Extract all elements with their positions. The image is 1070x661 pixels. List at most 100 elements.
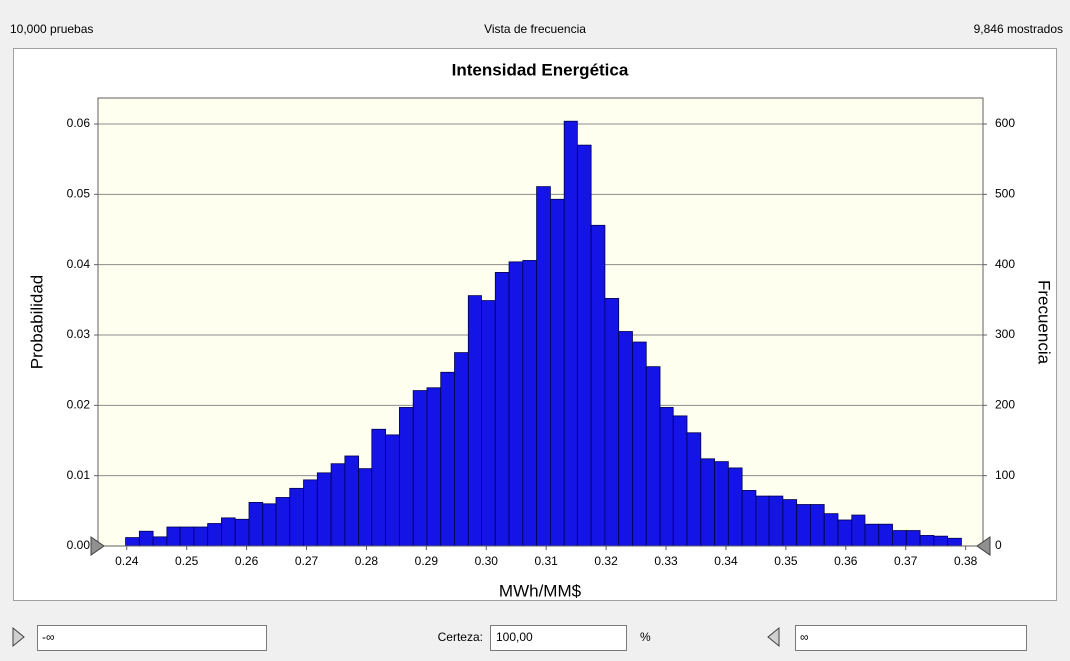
left-bound-input[interactable] <box>37 625 267 651</box>
y-tick-label: 0.06 <box>67 116 91 130</box>
y-tick-label: 0.05 <box>67 187 91 201</box>
bar <box>152 536 168 547</box>
y2-tick-label: 600 <box>995 116 1015 130</box>
bar <box>700 458 715 547</box>
bar <box>645 366 661 547</box>
bar <box>221 517 236 547</box>
bar <box>810 504 825 547</box>
y-tick-label: 0.00 <box>67 538 91 552</box>
left-arrow[interactable] <box>12 626 25 648</box>
bar <box>878 523 893 547</box>
bar <box>659 407 674 547</box>
bar <box>919 535 935 547</box>
right-grabber[interactable] <box>976 536 991 556</box>
bar <box>823 513 839 547</box>
certainty-value: 100,00 <box>496 630 533 644</box>
bar <box>454 352 469 547</box>
bar <box>618 331 633 547</box>
x-tick-label: 0.26 <box>235 554 259 568</box>
bar <box>138 530 154 547</box>
bar <box>686 432 702 547</box>
bar <box>755 495 770 547</box>
bar <box>467 295 482 547</box>
bar <box>481 300 496 547</box>
bar <box>248 501 264 547</box>
bar <box>933 535 949 547</box>
view-title: Vista de frecuencia <box>484 22 586 36</box>
bar <box>289 487 304 547</box>
x-tick-label: 0.33 <box>654 554 678 568</box>
bar <box>440 371 455 547</box>
bar <box>727 467 743 547</box>
bar <box>590 224 606 547</box>
x-tick-label: 0.30 <box>475 554 499 568</box>
bar <box>672 415 688 547</box>
y-tick-label: 0.04 <box>67 257 91 271</box>
bar <box>522 260 538 547</box>
x-tick-label: 0.25 <box>175 554 199 568</box>
bar <box>166 526 181 547</box>
plot-frame <box>97 97 984 547</box>
bar <box>494 272 510 547</box>
x-tick-label: 0.34 <box>714 554 738 568</box>
bar <box>179 526 195 547</box>
bar <box>125 537 140 547</box>
left-grabber[interactable] <box>90 536 105 556</box>
bar <box>275 497 291 547</box>
y-tick-label: 0.02 <box>67 398 91 412</box>
bar <box>344 455 360 547</box>
chart-title: Intensidad Energética <box>452 60 629 79</box>
bar <box>398 407 414 547</box>
y-tick-label: 0.03 <box>67 327 91 341</box>
shown-count: 9,846 mostrados <box>974 22 1063 36</box>
bar <box>412 390 428 547</box>
bar <box>837 519 853 547</box>
bar <box>358 468 373 547</box>
bar <box>632 341 647 547</box>
x-tick-label: 0.28 <box>355 554 379 568</box>
bar <box>508 261 524 547</box>
bar <box>741 490 757 547</box>
right-arrow[interactable] <box>767 626 780 648</box>
y-axis-label: Probabilidad <box>27 275 46 370</box>
x-tick-label: 0.24 <box>115 554 139 568</box>
bar <box>947 537 962 547</box>
bar <box>604 298 620 547</box>
bar <box>426 387 442 547</box>
trials-count: 10,000 pruebas <box>10 22 93 36</box>
bar <box>303 479 318 547</box>
x-tick-label: 0.36 <box>834 554 858 568</box>
y2-tick-label: 200 <box>995 398 1015 412</box>
bar <box>563 120 578 547</box>
bar <box>905 530 921 547</box>
bar <box>234 518 250 547</box>
bar <box>864 523 880 547</box>
y-tick-label: 0.01 <box>67 468 91 482</box>
y2-axis-label: Frecuencia <box>1035 280 1054 365</box>
certainty-label: Certeza: <box>438 630 483 644</box>
y2-tick-label: 0 <box>995 538 1002 552</box>
y2-tick-label: 400 <box>995 257 1015 271</box>
bar <box>714 461 729 547</box>
bar <box>385 434 400 547</box>
bar <box>316 472 332 547</box>
bar <box>371 428 387 547</box>
y2-tick-label: 300 <box>995 327 1015 341</box>
x-tick-label: 0.38 <box>954 554 978 568</box>
bar <box>768 495 784 547</box>
bar <box>576 144 592 547</box>
bar <box>536 186 551 547</box>
right-bound-input[interactable] <box>795 625 1027 651</box>
x-tick-label: 0.32 <box>594 554 618 568</box>
bar <box>796 504 811 547</box>
bar <box>892 530 907 547</box>
certainty-input[interactable] <box>490 625 627 651</box>
y2-tick-label: 500 <box>995 187 1015 201</box>
left-bound-value: -∞ <box>42 630 55 644</box>
bar <box>193 526 209 547</box>
bar <box>330 463 346 547</box>
x-tick-label: 0.27 <box>295 554 319 568</box>
right-bound-value: ∞ <box>800 630 809 644</box>
certainty-unit: % <box>640 630 651 644</box>
